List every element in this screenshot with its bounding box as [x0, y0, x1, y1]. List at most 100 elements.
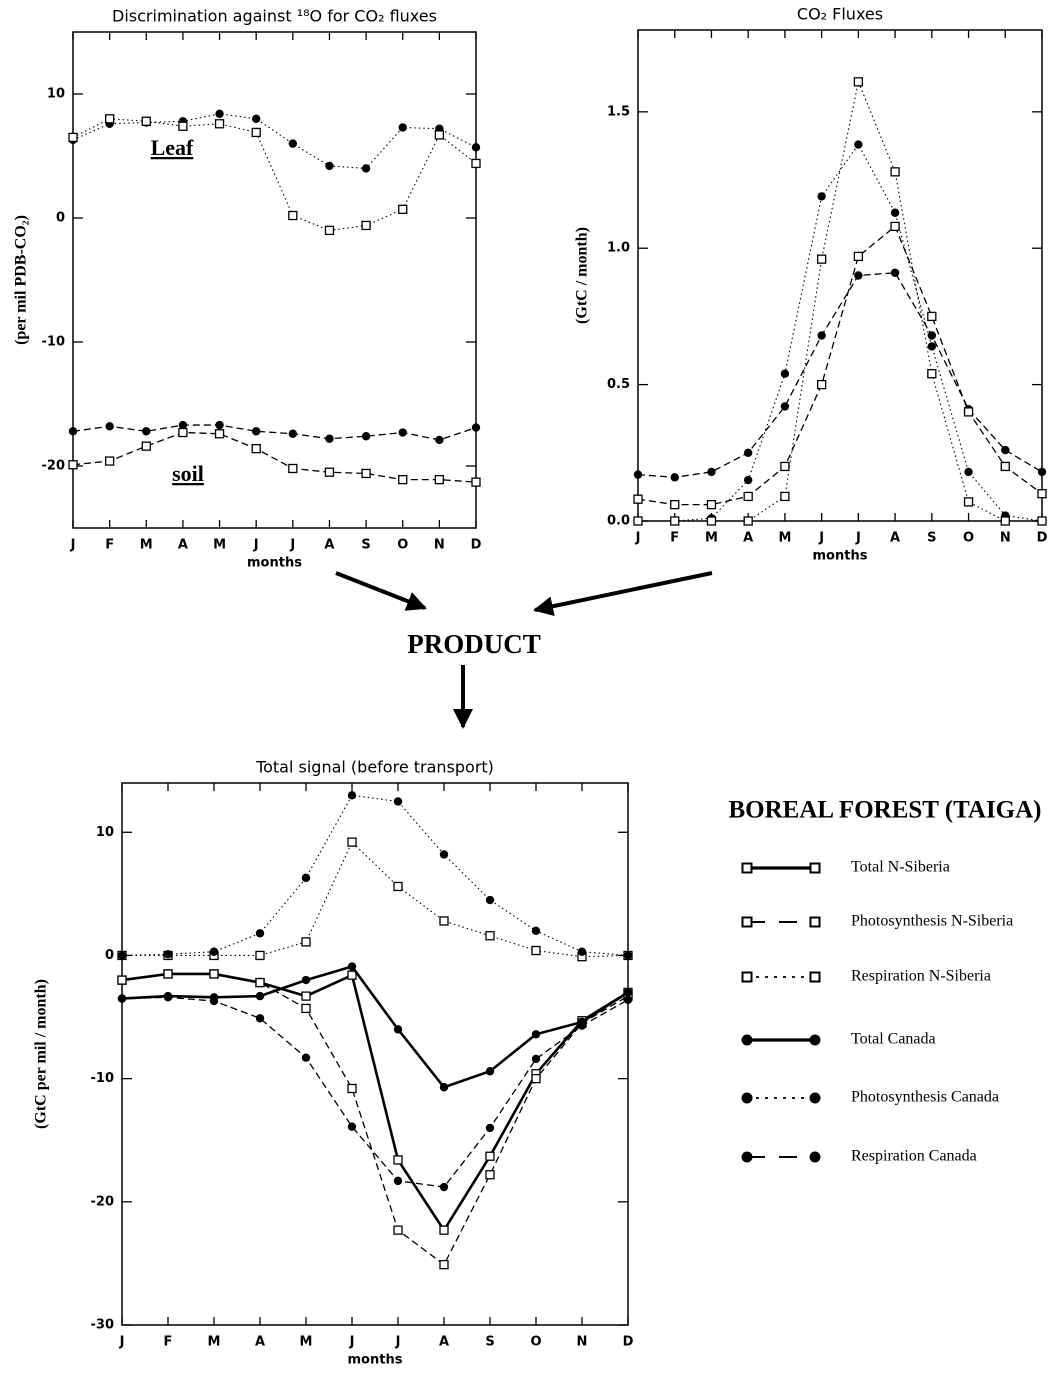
x-tick-label: J [70, 538, 76, 553]
x-axis-label: months [247, 556, 302, 571]
data-point [325, 161, 334, 171]
legend-label: Photosynthesis N-Siberia [851, 913, 1013, 930]
y-tick-label: 10 [47, 87, 65, 102]
x-tick-label: F [105, 538, 114, 553]
data-point [288, 139, 298, 148]
x-tick-label: S [485, 1335, 494, 1350]
x-tick-label: A [890, 531, 900, 546]
data-point [623, 988, 633, 997]
data-point [434, 474, 445, 485]
data-point [623, 995, 633, 1004]
data-point [214, 429, 225, 439]
data-point [255, 950, 265, 961]
y-axis-label: (GtC per mil / month) [33, 979, 50, 1129]
x-tick-label: J [349, 1335, 355, 1350]
x-tick-label: A [439, 1335, 449, 1350]
data-point [1001, 445, 1010, 455]
series-line [638, 143, 1043, 522]
data-point [531, 1054, 541, 1064]
data-point [361, 432, 371, 441]
data-point [743, 491, 753, 502]
data-point [439, 1259, 449, 1270]
legend-marker [741, 1034, 753, 1046]
y-tick-label: 0 [56, 211, 65, 226]
data-point [398, 123, 407, 132]
x-tick-label: N [1000, 531, 1011, 546]
data-point [633, 470, 643, 479]
data-point [531, 945, 541, 956]
x-tick-label: M [705, 531, 718, 546]
data-point [163, 969, 173, 979]
plot-frame [637, 29, 1043, 522]
data-point [471, 477, 481, 487]
y-axis-label: (GtC / month) [574, 227, 591, 324]
data-point [105, 422, 114, 431]
data-point [68, 132, 78, 143]
y-tick-label: 1.0 [607, 241, 630, 256]
data-point [485, 1067, 495, 1076]
data-point [890, 221, 900, 232]
data-point [288, 210, 298, 221]
y-tick-label: 1.5 [607, 104, 630, 119]
data-point [393, 881, 403, 892]
data-point [104, 456, 115, 466]
legend-label: Photosynthesis Canada [851, 1089, 999, 1106]
legend-label: Respiration N-Siberia [851, 968, 991, 985]
data-point [706, 516, 717, 526]
data-point [780, 461, 790, 472]
data-point [963, 407, 974, 417]
chart-title: CO₂ Fluxes [797, 5, 883, 24]
data-point [301, 1053, 311, 1062]
y-tick-label: -10 [91, 1071, 115, 1086]
data-point [398, 204, 408, 214]
data-point [439, 1083, 449, 1092]
y-tick-label: 10 [96, 825, 114, 840]
x-tick-label: O [397, 538, 408, 553]
legend-marker [809, 916, 821, 928]
data-point [927, 342, 937, 351]
y-tick-label: -20 [42, 459, 66, 474]
data-point [215, 420, 224, 430]
data-point [577, 947, 587, 956]
annotation: Leaf [151, 135, 194, 160]
data-point [68, 460, 78, 470]
data-point [324, 467, 335, 477]
data-point [393, 1225, 403, 1235]
data-point [531, 926, 541, 936]
legend-marker [741, 971, 753, 983]
data-point [817, 192, 826, 201]
series-line [121, 973, 629, 1266]
x-tick-label: M [140, 538, 153, 553]
x-tick-label: J [855, 531, 861, 546]
chart-title: Discrimination against ¹⁸O for CO₂ fluxe… [112, 7, 437, 26]
series-line [72, 424, 477, 441]
series-line [638, 79, 1042, 522]
data-point [347, 962, 357, 971]
series-line [637, 272, 1043, 479]
data-point [255, 991, 265, 1001]
data-point [301, 937, 311, 947]
x-axis-label: months [813, 549, 868, 564]
annotation: soil [172, 461, 204, 486]
data-point [398, 474, 408, 485]
data-point [325, 434, 334, 443]
data-point [439, 1225, 449, 1235]
data-point [853, 77, 864, 87]
legend-marker [741, 862, 753, 874]
data-point [780, 491, 790, 502]
data-point [142, 427, 151, 436]
data-point [707, 467, 716, 477]
data-point [163, 993, 173, 1002]
legend-marker [809, 1151, 821, 1163]
data-point [393, 1155, 403, 1165]
series-line [121, 996, 629, 1188]
x-tick-label: M [208, 1335, 221, 1350]
series-line [121, 972, 629, 1233]
x-tick-label: D [623, 1335, 634, 1350]
data-point [1037, 489, 1047, 499]
data-point [324, 225, 335, 236]
data-point [853, 251, 864, 262]
data-point [393, 797, 403, 806]
data-point [485, 1170, 495, 1180]
